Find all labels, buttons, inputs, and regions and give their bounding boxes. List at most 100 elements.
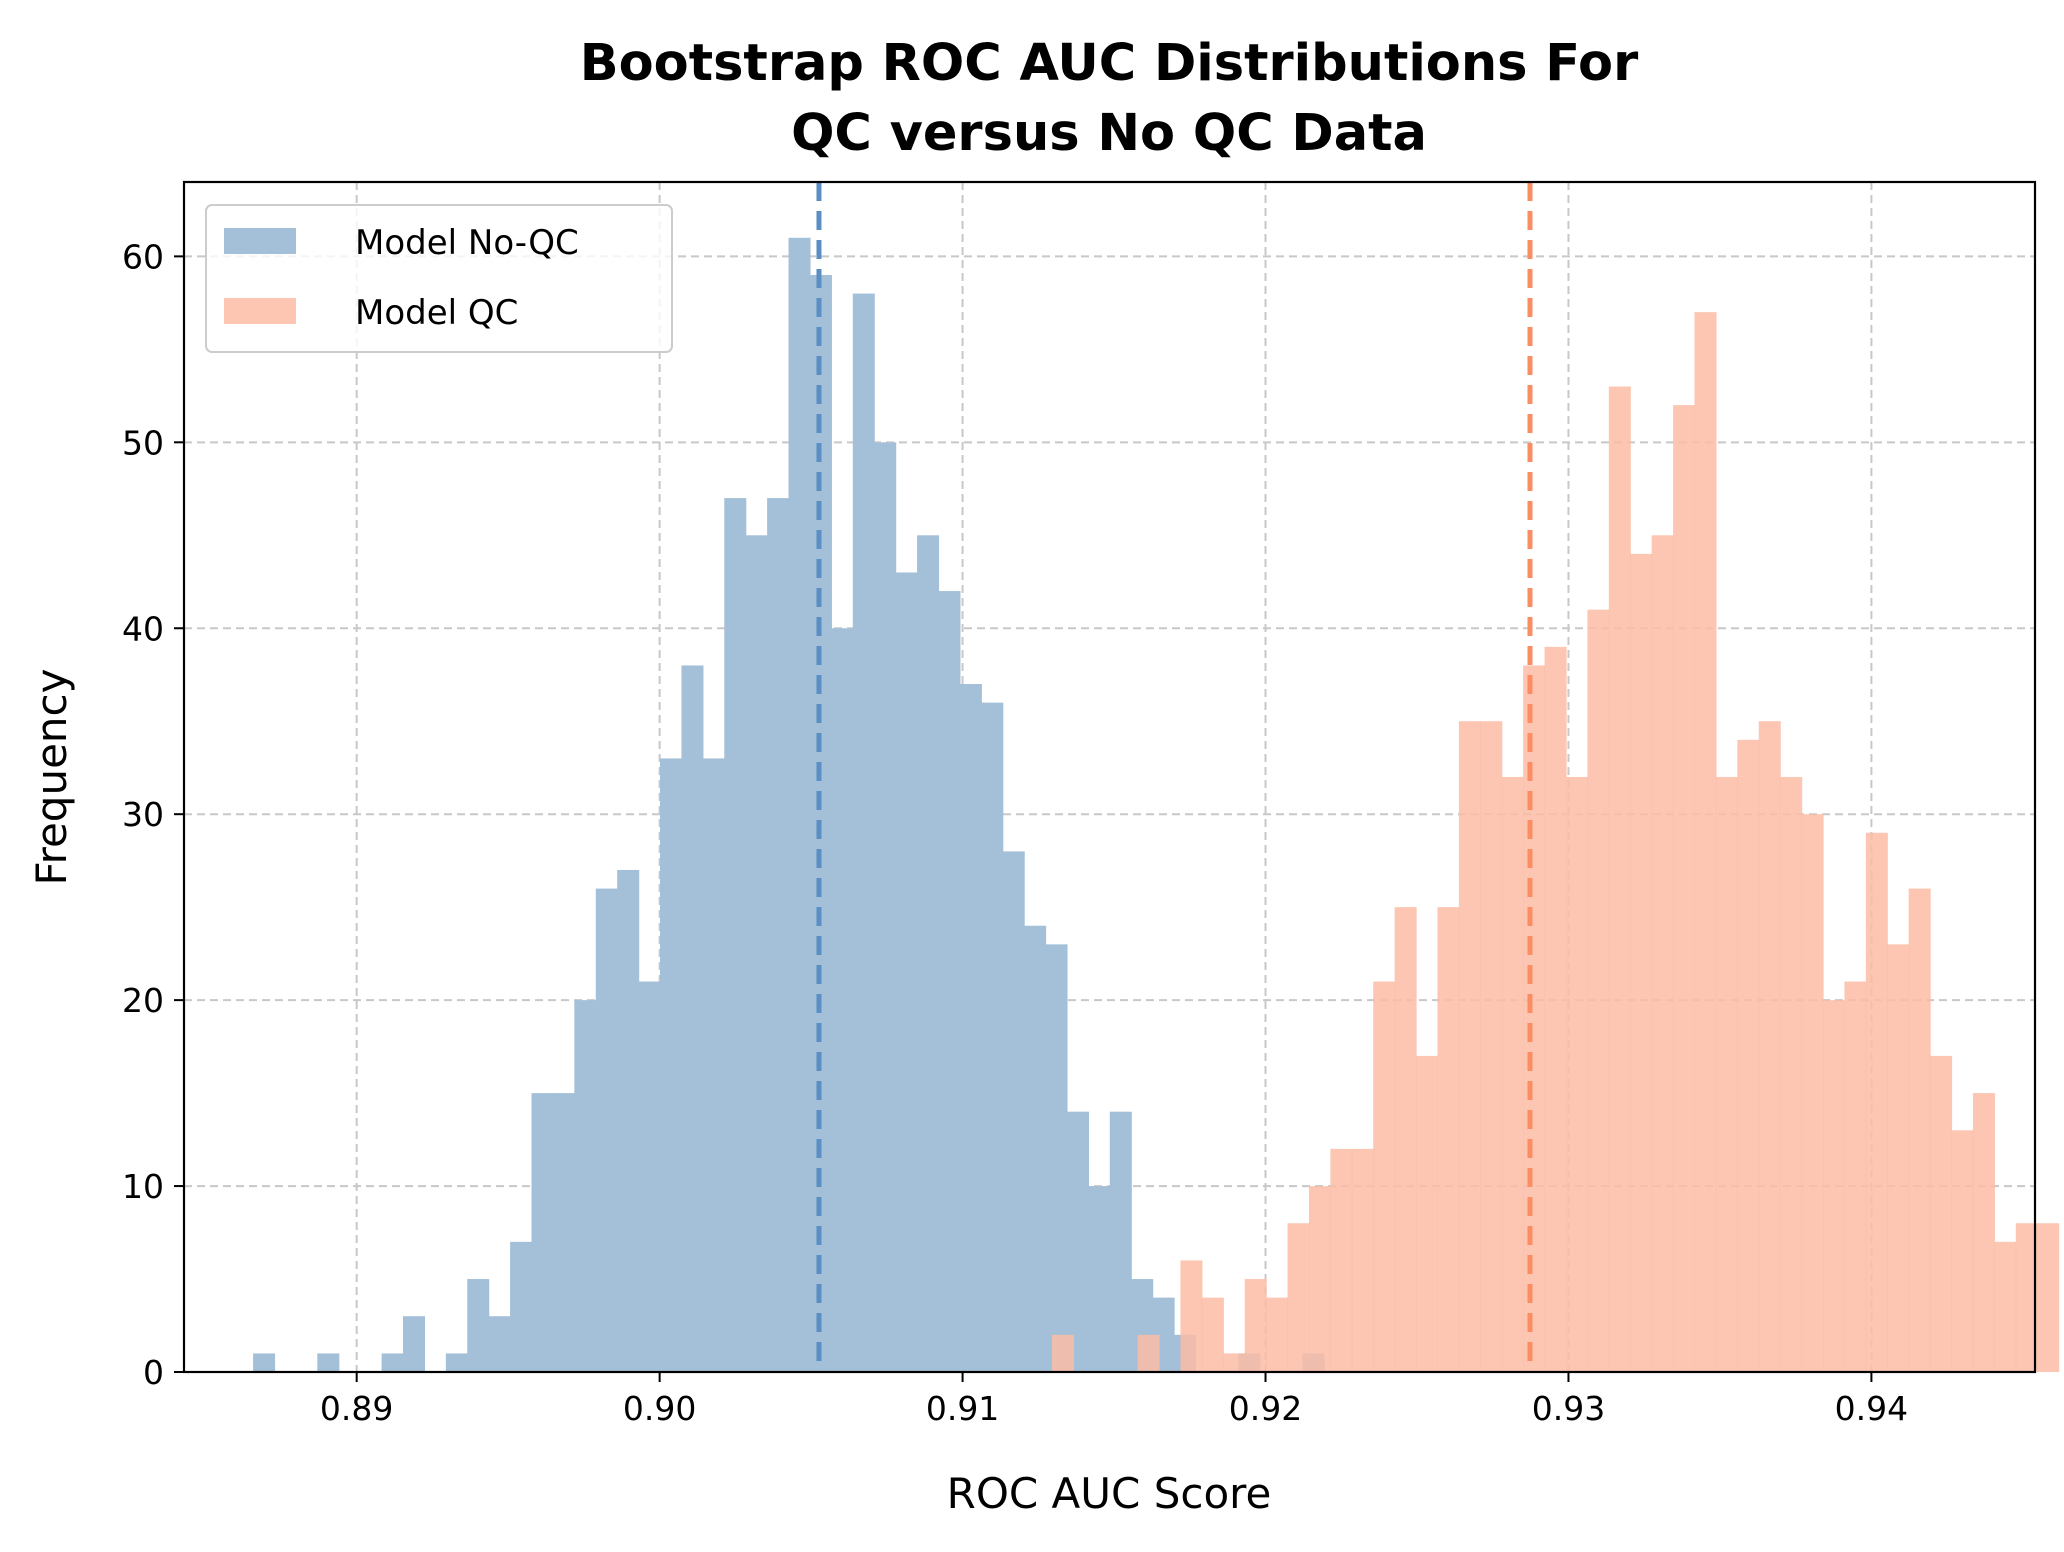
bar-no-qc-20	[681, 665, 704, 1372]
y-axis-ticks: 0 10 20 30 40 50 60	[122, 237, 184, 1392]
y-axis-label: Frequency	[27, 669, 76, 886]
legend-label-model-qc: Model QC	[355, 293, 518, 333]
bar-qc-34	[1780, 777, 1803, 1372]
bar-no-qc-13	[531, 1093, 554, 1372]
bar-qc-23	[1544, 646, 1567, 1372]
bar-no-qc-16	[595, 888, 618, 1372]
bar-no-qc-3	[317, 1353, 340, 1372]
bar-no-qc-29	[874, 442, 897, 1372]
chart-title-line-1: Bootstrap ROC AUC Distributions For	[580, 34, 1638, 93]
bar-no-qc-38	[1066, 1111, 1089, 1372]
bar-qc-15	[1373, 981, 1396, 1372]
x-tick-label-3: 0.92	[1229, 1389, 1302, 1428]
bar-qc-35	[1801, 814, 1824, 1372]
y-tick-label-3: 30	[122, 795, 164, 834]
bar-qc-12	[1308, 1186, 1331, 1372]
bar-no-qc-23	[745, 535, 768, 1372]
bar-qc-39	[1887, 944, 1910, 1372]
bar-qc-16	[1394, 907, 1417, 1372]
bar-qc-36	[1822, 1000, 1846, 1372]
bar-qc-40	[1908, 888, 1931, 1372]
histogram-bars	[253, 237, 2060, 1372]
bar-no-qc-32	[938, 591, 961, 1372]
bar-qc-22	[1523, 665, 1546, 1372]
bar-qc-6	[1180, 1260, 1203, 1372]
bar-qc-20	[1480, 721, 1503, 1372]
y-tick-label-2: 20	[122, 981, 164, 1020]
bar-qc-27	[1630, 553, 1653, 1372]
bar-no-qc-27	[831, 628, 854, 1372]
bar-qc-43	[1972, 1093, 1995, 1372]
bar-no-qc-11	[488, 1316, 511, 1372]
x-tick-label-2: 0.91	[926, 1389, 999, 1428]
bar-no-qc-19	[660, 758, 683, 1372]
bar-qc-18	[1437, 907, 1460, 1372]
bar-qc-28	[1651, 535, 1674, 1372]
bar-no-qc-18	[638, 981, 661, 1372]
mean-lines	[816, 182, 1533, 1372]
bar-qc-10	[1266, 1297, 1289, 1372]
x-tick-label-4: 0.93	[1532, 1389, 1605, 1428]
bar-qc-24	[1565, 777, 1588, 1372]
bar-no-qc-6	[381, 1353, 404, 1372]
legend-frame	[205, 204, 673, 353]
bar-no-qc-17	[617, 869, 640, 1372]
y-tick-label-4: 40	[122, 609, 164, 648]
bar-qc-7	[1201, 1297, 1224, 1372]
series-no-qc	[253, 237, 1325, 1372]
y-tick-label-1: 10	[122, 1167, 164, 1206]
bar-no-qc-24	[767, 498, 790, 1372]
bar-no-qc-28	[852, 293, 875, 1372]
bar-no-qc-25	[788, 237, 811, 1372]
x-tick-label-5: 0.94	[1835, 1389, 1908, 1428]
bar-no-qc-34	[981, 702, 1004, 1372]
y-tick-label-6: 60	[122, 237, 164, 276]
bar-qc-14	[1351, 1148, 1374, 1372]
bar-qc-19	[1458, 721, 1481, 1372]
bar-qc-33	[1758, 721, 1781, 1372]
legend-swatch-model-no-qc	[224, 228, 296, 254]
y-tick-label-0: 0	[143, 1353, 164, 1392]
bar-no-qc-33	[959, 684, 982, 1372]
x-axis-label: ROC AUC Score	[947, 1469, 1272, 1518]
bar-qc-0	[1051, 1334, 1074, 1372]
bar-no-qc-40	[1109, 1111, 1132, 1372]
bar-qc-25	[1587, 609, 1610, 1372]
bar-qc-37	[1844, 981, 1867, 1372]
bar-qc-11	[1287, 1223, 1310, 1372]
bar-qc-13	[1330, 1148, 1353, 1372]
bar-qc-41	[1930, 1055, 1953, 1372]
series-qc	[1051, 312, 2060, 1372]
bar-no-qc-0	[253, 1353, 276, 1372]
bar-qc-44	[1994, 1241, 2017, 1372]
bar-no-qc-39	[1088, 1186, 1111, 1372]
bar-no-qc-14	[552, 1093, 575, 1372]
bar-no-qc-15	[574, 1000, 597, 1372]
legend-label-model-no-qc: Model No-QC	[355, 223, 579, 263]
bar-qc-26	[1608, 386, 1631, 1372]
bar-no-qc-21	[702, 758, 725, 1372]
bar-no-qc-12	[510, 1241, 533, 1372]
bar-no-qc-22	[724, 498, 747, 1372]
bar-qc-42	[1951, 1130, 1974, 1372]
bar-no-qc-30	[895, 572, 918, 1372]
legend: Model No-QC Model QC	[205, 204, 673, 353]
bar-qc-9	[1244, 1279, 1267, 1372]
bar-qc-4	[1137, 1334, 1160, 1372]
bar-qc-45	[2015, 1223, 2038, 1372]
y-tick-label-5: 50	[122, 423, 164, 462]
bar-qc-17	[1416, 1055, 1439, 1372]
bar-qc-21	[1501, 777, 1524, 1372]
bar-qc-29	[1673, 405, 1696, 1372]
bar-qc-38	[1865, 832, 1888, 1372]
bar-qc-30	[1694, 312, 1717, 1372]
bar-qc-8	[1223, 1353, 1246, 1372]
bar-no-qc-37	[1045, 944, 1068, 1372]
bar-no-qc-10	[467, 1279, 490, 1372]
bar-no-qc-35	[1002, 851, 1025, 1372]
legend-swatch-model-qc	[224, 298, 296, 324]
bar-qc-32	[1737, 739, 1760, 1372]
bar-qc-46	[2037, 1223, 2060, 1372]
x-tick-label-1: 0.90	[623, 1389, 696, 1428]
